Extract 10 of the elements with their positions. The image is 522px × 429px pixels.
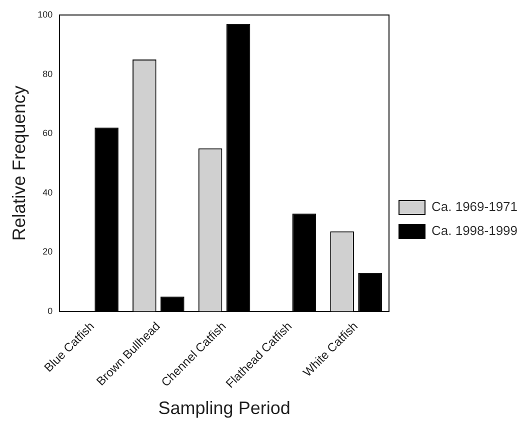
legend-label: Ca. 1969-1971 — [432, 199, 518, 214]
y-tick-label: 40 — [42, 187, 53, 198]
y-tick-label: 60 — [42, 128, 53, 138]
x-axis-title: Sampling Period — [158, 398, 290, 418]
y-tick-label: 20 — [42, 246, 53, 257]
y-tick-label: 0 — [48, 306, 53, 316]
y-axis-title: Relative Frequency — [8, 86, 29, 241]
legend-label: Ca. 1998-1999 — [432, 223, 518, 238]
y-tick-label: 100 — [38, 9, 53, 20]
y-tick-label: 80 — [42, 68, 53, 79]
